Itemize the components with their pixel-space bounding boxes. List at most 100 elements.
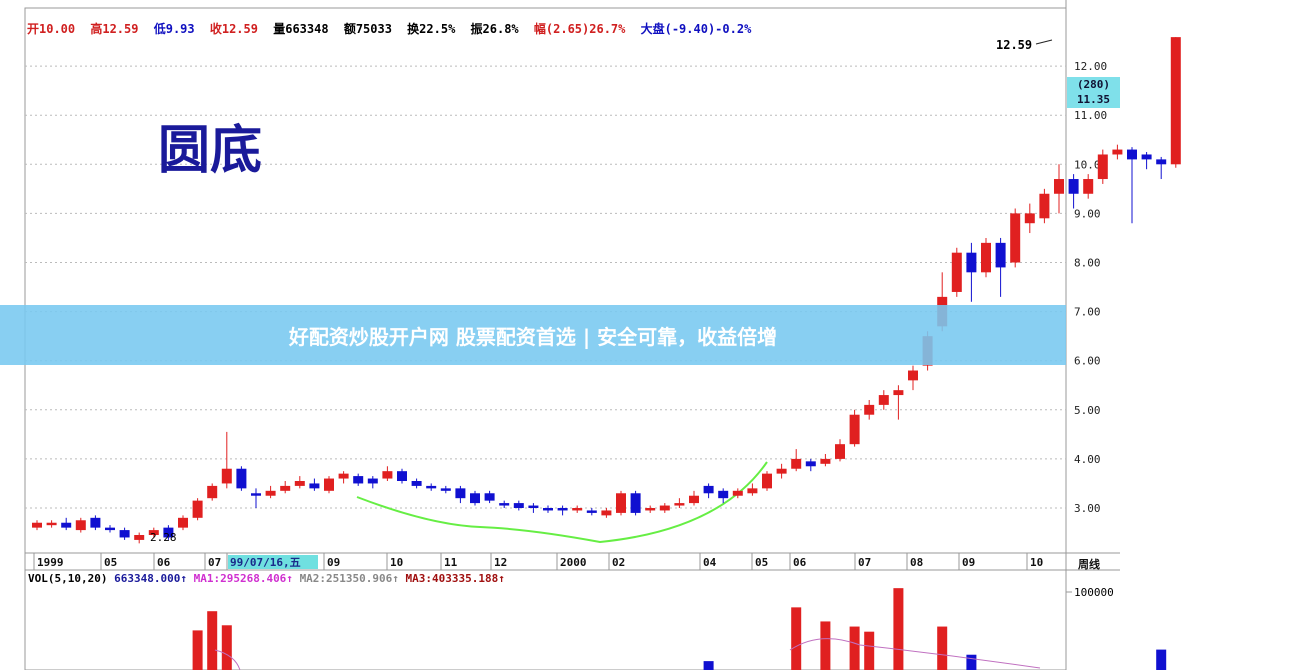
candle-body [908, 370, 918, 381]
price-tag-value: 11.35 [1076, 93, 1111, 106]
y-tick-label: 6.00 [1074, 355, 1101, 368]
volume-bar [192, 630, 203, 670]
volume-bar [207, 611, 218, 670]
x-tick-label: 11 [444, 556, 458, 569]
candle-body [689, 495, 699, 504]
y-tick-label: 11.00 [1074, 109, 1107, 122]
candle-body [557, 508, 568, 511]
x-tick-label: 06 [793, 556, 807, 569]
y-tick-label: 7.00 [1074, 306, 1101, 319]
volume-bar [703, 661, 714, 670]
candle-body [1068, 179, 1079, 194]
candle-body [645, 508, 656, 511]
x-tick-label: 08 [910, 556, 923, 569]
volume-bar [791, 607, 802, 670]
y-tick-label: 4.00 [1074, 453, 1101, 466]
volume-bar [864, 631, 875, 670]
x-tick-label: 07 [858, 556, 871, 569]
candle-body [382, 471, 393, 479]
candle-body [163, 527, 174, 538]
candle-body [805, 461, 816, 467]
volume-bar [820, 621, 831, 670]
candle-body [572, 508, 583, 511]
volume-bar [937, 626, 948, 670]
candle-body [1024, 213, 1035, 224]
ad-banner[interactable]: 好配资炒股开户网 股票配资首选 | 安全可靠，收益倍增 [0, 305, 1066, 365]
candle-body [484, 493, 495, 501]
candle-body [966, 252, 977, 273]
candle-body [820, 458, 831, 464]
x-tick-label: 99/07/16,五 [230, 556, 301, 569]
candle-body [893, 390, 904, 396]
candle-body [324, 478, 334, 491]
candle-body [440, 488, 451, 491]
volume-bar [221, 625, 232, 670]
candle-body [1097, 154, 1108, 180]
turnover-value: 换22.5% [407, 22, 456, 36]
chart-title: 圆底 [158, 120, 263, 181]
candle-body [1170, 37, 1181, 165]
y-tick-label: 9.00 [1074, 207, 1101, 220]
volume-value: 量663348 [273, 22, 329, 36]
candle-body [236, 468, 247, 489]
low-annotation: 2.28 [150, 531, 177, 544]
candle-body [747, 488, 758, 494]
candle-body [674, 503, 685, 506]
candle-body [294, 480, 305, 486]
x-tick-label: 05 [104, 556, 117, 569]
candle-body [367, 478, 378, 484]
candle-body [791, 458, 802, 469]
y-tick-label: 12.00 [1074, 60, 1107, 73]
candle-body [1010, 213, 1021, 263]
candle-body [265, 490, 276, 496]
x-tick-label: 07 [208, 556, 221, 569]
x-tick-label: 06 [157, 556, 171, 569]
volume-bar [966, 654, 977, 670]
rounding-bottom-arc [356, 461, 768, 544]
high-annotation-leader [1035, 39, 1053, 45]
vol-value: 663348.000↑ [114, 572, 187, 585]
candle-body [426, 485, 437, 489]
candle-body [659, 505, 670, 511]
candle-body [762, 473, 772, 489]
candle-body [397, 471, 407, 481]
candle-body [849, 414, 860, 445]
x-tick-label: 2000 [560, 556, 587, 569]
x-tick-label: 09 [962, 556, 975, 569]
amplitude-value: 振26.8% [470, 22, 519, 36]
candle-body [951, 252, 962, 292]
candle-body [864, 404, 875, 415]
candle-body [221, 468, 232, 484]
candle-body [353, 476, 364, 484]
x-tick-label: 04 [703, 556, 717, 569]
candle-body [981, 242, 991, 273]
high-annotation: 12.59 [996, 38, 1032, 52]
candle-body [543, 508, 553, 511]
candle-body [1083, 179, 1094, 194]
candle-body [616, 493, 626, 513]
candle-body [878, 395, 889, 405]
change-value: 幅(2.65)26.7% [533, 22, 626, 36]
candle-body [105, 527, 115, 531]
candle-body [148, 530, 159, 536]
vol-ma1: MA1:295268.406↑ [193, 572, 293, 585]
candle-body [776, 468, 787, 474]
volume-bar [1156, 649, 1167, 670]
candle-body [995, 242, 1006, 268]
y-tick-label: 5.00 [1074, 404, 1101, 417]
price-tag-count: (280) [1076, 78, 1111, 91]
candle-body [835, 444, 845, 459]
volume-bar [893, 588, 904, 670]
x-tick-label: 10 [390, 556, 403, 569]
candle-body [46, 522, 57, 526]
candle-body [309, 483, 320, 489]
candle-body [178, 517, 188, 528]
y-tick-label: 8.00 [1074, 257, 1101, 270]
candle-body [75, 520, 86, 531]
x-tick-label: 12 [494, 556, 507, 569]
candle-body [134, 535, 145, 540]
candle-body [470, 493, 480, 504]
candle-body [90, 517, 101, 528]
candle-body [703, 485, 714, 494]
vol-ma2: MA2:251350.906↑ [299, 572, 399, 585]
